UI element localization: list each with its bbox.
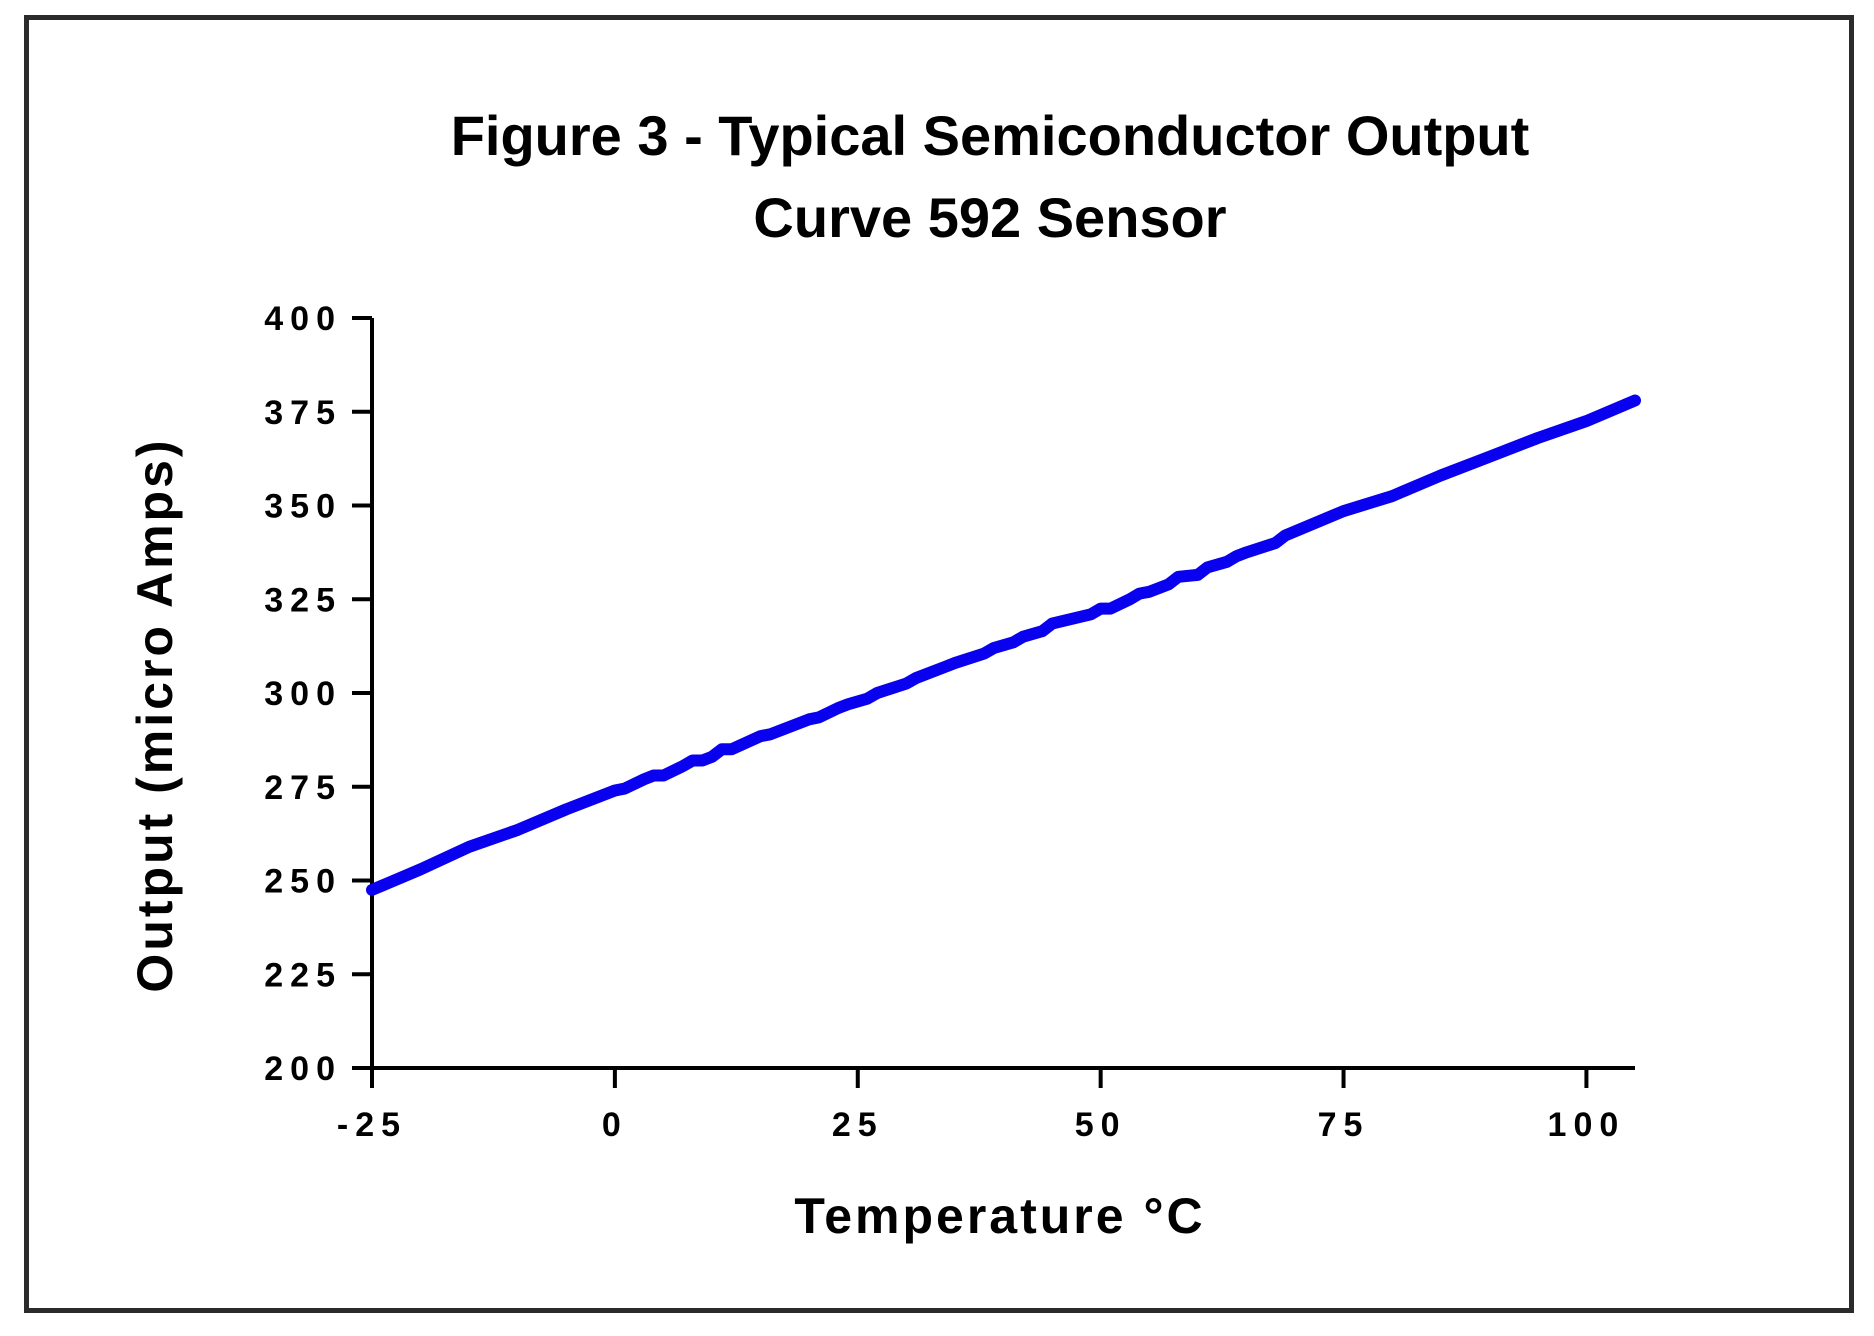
series-group (366, 394, 1641, 896)
y-tick-label: 300 (264, 675, 342, 713)
y-tick-label: 250 (264, 863, 342, 901)
y-tick-label: 225 (264, 956, 342, 994)
x-tick-label: 25 (832, 1106, 884, 1144)
x-tick-label: 75 (1318, 1106, 1370, 1144)
y-tick-label: 350 (264, 488, 342, 526)
ticks: 200 225 250 275 300 325 350 375 400 -25 0 25 50 75 100 (264, 300, 1626, 1144)
y-tick-label: 325 (264, 581, 342, 619)
y-tick-label: 200 (264, 1050, 342, 1088)
x-tick-label: 100 (1548, 1106, 1626, 1144)
x-tick-label: 50 (1075, 1106, 1127, 1144)
axes (370, 318, 1635, 1070)
y-tick-label: 375 (264, 394, 342, 432)
x-axis-title: Temperature °C (794, 1188, 1205, 1244)
y-tick-label: 275 (264, 769, 342, 807)
x-tick-label: -25 (337, 1106, 407, 1144)
series-line (366, 394, 1641, 896)
y-axis-title: Output (micro Amps) (127, 437, 183, 992)
y-tick-label: 400 (264, 300, 342, 338)
chart-title-line-2: Curve 592 Sensor (753, 186, 1226, 249)
x-tick-label: 0 (602, 1106, 628, 1144)
chart-title-line-1: Figure 3 - Typical Semiconductor Output (451, 104, 1530, 167)
